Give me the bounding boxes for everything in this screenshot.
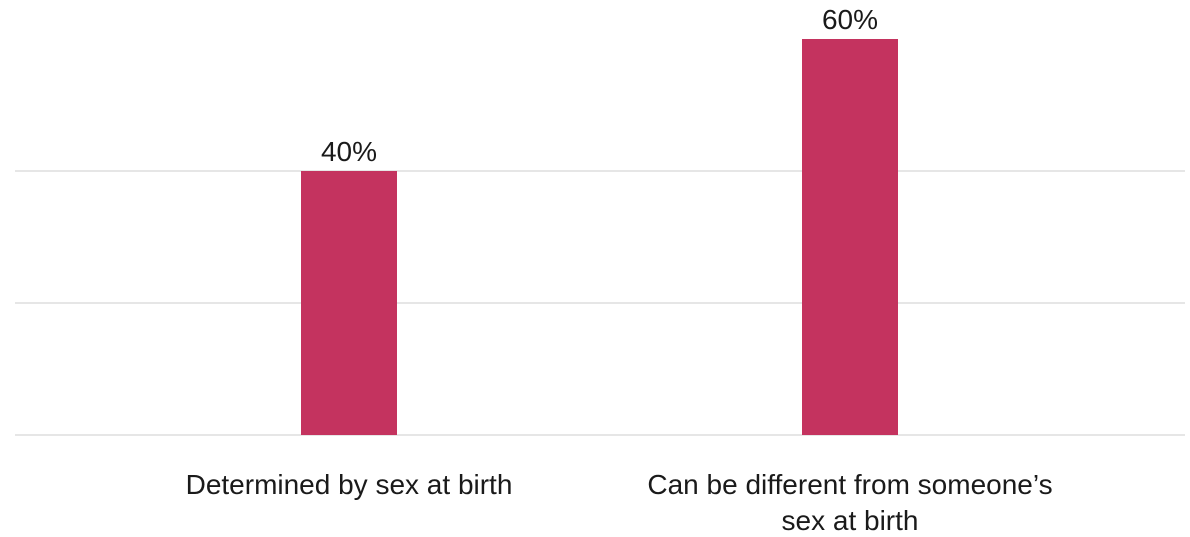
tick-label-1-line-0: Can be different from someone’s [647,469,1052,500]
data-labels: 40% 60% [321,4,878,167]
bar-1 [802,39,898,435]
tick-label-0: Determined by sex at birth [186,469,513,500]
tick-label-1: Can be different from someone’s sex at bi… [647,469,1052,536]
tick-label-1-line-1: sex at birth [782,505,919,536]
bar-0 [301,171,397,435]
gridlines [15,170,1185,436]
data-label-0: 40% [321,136,377,167]
data-label-1: 60% [822,4,878,35]
bars [301,39,898,435]
tick-label-0-line-0: Determined by sex at birth [186,469,513,500]
category-tick-labels: Determined by sex at birth Can be differe… [186,469,1053,536]
